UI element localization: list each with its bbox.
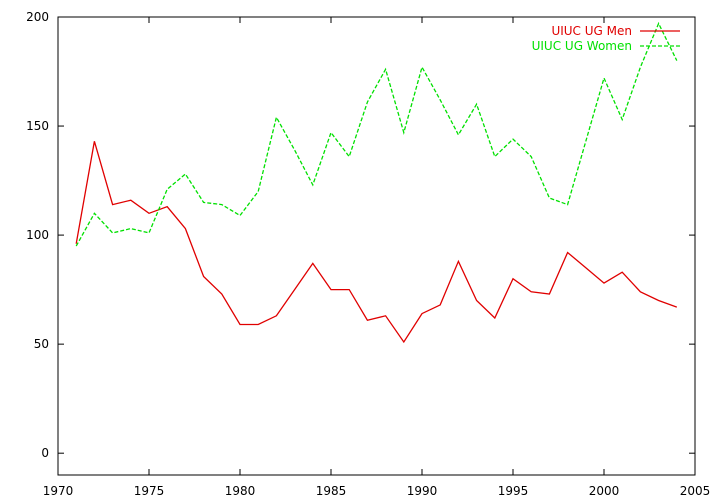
- y-tick-label: 200: [26, 10, 49, 24]
- series-lines: [75, 21, 678, 344]
- y-tick-label: 0: [41, 446, 49, 460]
- y-tick-label: 150: [26, 119, 49, 133]
- legend-label-0: UIUC UG Men: [551, 24, 632, 38]
- x-tick-label: 2005: [680, 484, 711, 498]
- x-tick-label: 1970: [43, 484, 74, 498]
- x-tick-label: 1980: [225, 484, 256, 498]
- legend-label-1: UIUC UG Women: [532, 39, 632, 53]
- y-tick-label: 50: [34, 337, 49, 351]
- y-tick-label: 100: [26, 228, 49, 242]
- series-line-1: [75, 21, 678, 247]
- plot-frame: [57, 16, 696, 476]
- x-tick-label: 1990: [407, 484, 438, 498]
- x-tick-label: 2000: [589, 484, 620, 498]
- series-line-0: [75, 141, 678, 344]
- x-tick-label: 1975: [134, 484, 165, 498]
- x-tick-label: 1985: [316, 484, 347, 498]
- x-tick-label: 1995: [498, 484, 529, 498]
- axis-ticks: 1970 1975 1980 1985 1990 1995 2000 2005 0 50 100 15…: [26, 10, 710, 498]
